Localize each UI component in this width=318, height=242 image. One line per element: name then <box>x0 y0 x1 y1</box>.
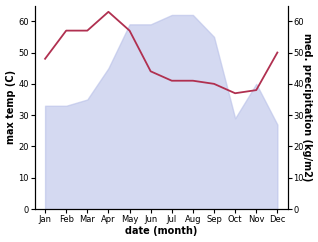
Y-axis label: max temp (C): max temp (C) <box>5 70 16 144</box>
X-axis label: date (month): date (month) <box>125 227 197 236</box>
Y-axis label: med. precipitation (kg/m2): med. precipitation (kg/m2) <box>302 33 313 182</box>
